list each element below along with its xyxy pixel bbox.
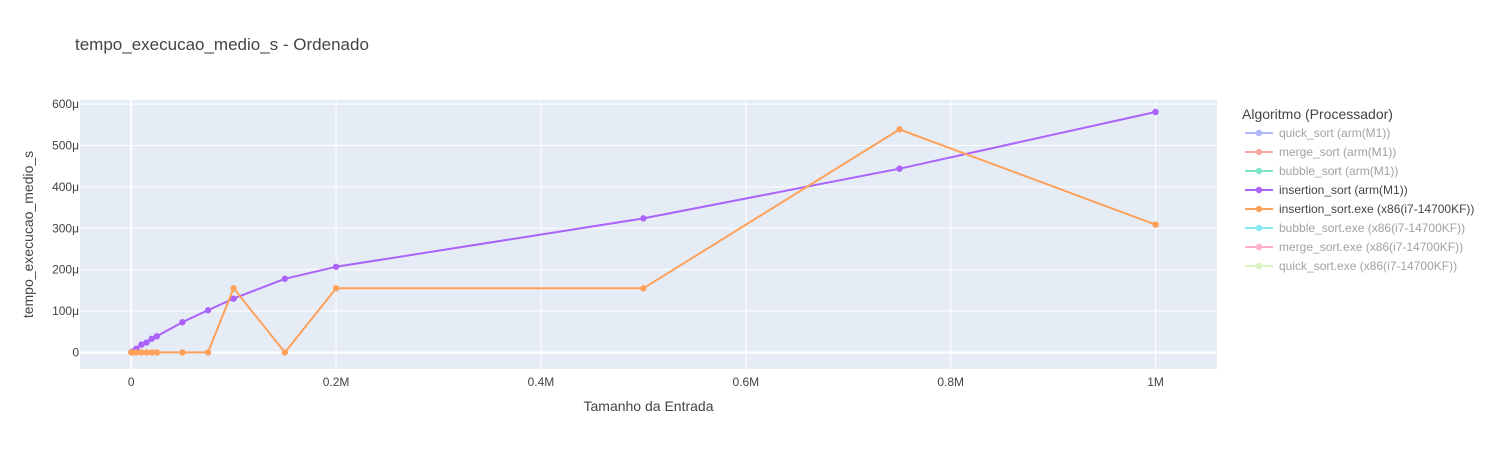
legend: Algoritmo (Processador) quick_sort (arm(… — [1242, 106, 1474, 273]
legend-swatch-marker — [1255, 167, 1263, 175]
data-point[interactable] — [133, 349, 140, 356]
legend-label: insertion_sort (arm(M1)) — [1279, 183, 1408, 197]
data-point[interactable] — [230, 295, 237, 302]
x-axis-title: Tamanho da Entrada — [584, 398, 714, 414]
legend-swatch-marker — [1255, 262, 1263, 270]
grid — [80, 100, 1217, 369]
legend-swatch-marker — [1255, 224, 1263, 232]
data-point[interactable] — [138, 349, 145, 356]
y-tick-label: 300μ — [52, 221, 79, 235]
data-point[interactable] — [148, 349, 155, 356]
series-layer — [128, 108, 1159, 356]
data-point[interactable] — [281, 349, 289, 356]
y-tick-label: 400μ — [52, 180, 79, 194]
legend-item[interactable]: merge_sort (arm(M1)) — [1245, 145, 1396, 159]
legend-label: merge_sort (arm(M1)) — [1279, 145, 1396, 159]
data-point[interactable] — [640, 215, 647, 222]
legend-label: bubble_sort (arm(M1)) — [1279, 164, 1398, 178]
legend-item[interactable]: bubble_sort (arm(M1)) — [1245, 164, 1398, 178]
legend-item[interactable]: quick_sort (arm(M1)) — [1245, 126, 1390, 140]
y-axis-ticks: 0 100μ 200μ 300μ 400μ 500μ 600μ — [52, 97, 79, 359]
data-point[interactable] — [143, 349, 150, 356]
y-tick-label: 500μ — [52, 139, 79, 153]
chart-title: tempo_execucao_medio_s - Ordenado — [75, 35, 369, 54]
series-3 — [128, 108, 1159, 356]
legend-item[interactable]: insertion_sort.exe (x86(i7-14700KF)) — [1245, 202, 1474, 216]
data-point[interactable] — [896, 165, 903, 172]
data-point[interactable] — [281, 275, 289, 282]
data-point[interactable] — [204, 349, 212, 356]
x-tick-label: 0.8M — [937, 375, 964, 389]
legend-swatch-marker — [1255, 186, 1263, 194]
legend-label: merge_sort.exe (x86(i7-14700KF)) — [1279, 240, 1463, 254]
data-point[interactable] — [179, 319, 186, 326]
legend-item[interactable]: bubble_sort.exe (x86(i7-14700KF)) — [1245, 221, 1465, 235]
x-tick-label: 0.2M — [323, 375, 350, 389]
data-point[interactable] — [138, 341, 145, 348]
legend-title: Algoritmo (Processador) — [1242, 106, 1393, 122]
x-tick-label: 0.4M — [528, 375, 555, 389]
x-axis-ticks: 0 0.2M 0.4M 0.6M 0.8M 1M — [128, 375, 1164, 389]
y-axis-title: tempo_execucao_medio_s — [20, 151, 36, 318]
legend-item[interactable]: insertion_sort (arm(M1)) — [1245, 183, 1408, 197]
data-point[interactable] — [204, 307, 212, 314]
legend-swatch-marker — [1255, 148, 1263, 156]
data-point[interactable] — [153, 349, 161, 356]
data-point[interactable] — [148, 335, 155, 342]
data-point[interactable] — [230, 285, 237, 292]
series-4 — [128, 126, 1159, 356]
data-point[interactable] — [1152, 221, 1159, 228]
data-point[interactable] — [1152, 108, 1159, 116]
legend-swatch-marker — [1255, 243, 1263, 251]
legend-swatch-marker — [1255, 129, 1263, 137]
y-tick-label: 600μ — [52, 97, 79, 111]
data-point[interactable] — [896, 126, 903, 133]
data-point[interactable] — [153, 333, 161, 340]
data-point[interactable] — [332, 263, 340, 270]
legend-label: insertion_sort.exe (x86(i7-14700KF)) — [1279, 202, 1474, 216]
x-tick-label: 0.6M — [732, 375, 759, 389]
x-tick-label: 0 — [128, 375, 135, 389]
data-point[interactable] — [179, 349, 186, 356]
legend-label: quick_sort.exe (x86(i7-14700KF)) — [1279, 259, 1457, 273]
legend-item[interactable]: merge_sort.exe (x86(i7-14700KF)) — [1245, 240, 1463, 254]
legend-label: bubble_sort.exe (x86(i7-14700KF)) — [1279, 221, 1465, 235]
plot-area — [80, 100, 1217, 369]
y-tick-label: 100μ — [52, 304, 79, 318]
data-point[interactable] — [143, 339, 150, 346]
y-tick-label: 200μ — [52, 263, 79, 277]
data-point[interactable] — [640, 285, 647, 292]
y-tick-label: 0 — [72, 345, 79, 359]
legend-item[interactable]: quick_sort.exe (x86(i7-14700KF)) — [1245, 259, 1457, 273]
legend-swatch-marker — [1255, 205, 1263, 213]
legend-label: quick_sort (arm(M1)) — [1279, 126, 1390, 140]
x-tick-label: 1M — [1147, 375, 1164, 389]
data-point[interactable] — [332, 285, 340, 292]
